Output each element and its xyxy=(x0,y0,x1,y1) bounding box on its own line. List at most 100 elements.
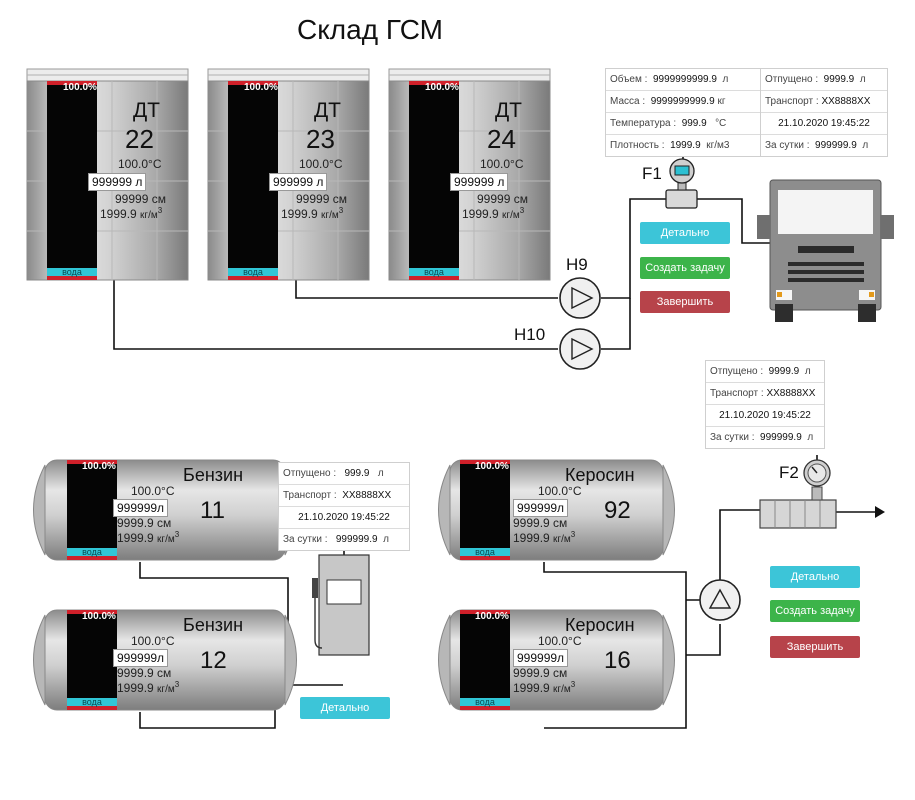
tank-22-water-label: вода xyxy=(62,267,82,277)
tank-22-density-exp: 3 xyxy=(157,206,163,215)
tank-11-volume-unit: л xyxy=(157,501,165,515)
tank-11-water-label: вода xyxy=(82,547,102,557)
f2-released-row: Отпущено : 9999.9 л xyxy=(706,361,824,383)
tank-22-product: ДТ xyxy=(132,99,160,122)
f2-released-label: Отпущено : xyxy=(710,366,764,377)
fuel-dispenser-icon xyxy=(312,554,370,656)
tank-12-volume-unit: л xyxy=(157,651,165,665)
f2-per-day-value: 999999.9 xyxy=(760,432,802,443)
tank-23-level: 99999 см xyxy=(296,192,347,206)
tank-16-density-value: 1999.9 xyxy=(513,681,550,695)
f1-detail-button[interactable]: Детально xyxy=(640,222,730,244)
f2-transport-value: XX8888XX xyxy=(766,388,816,399)
f1-released-row: Отпущено : 9999.9 л xyxy=(761,69,887,91)
dispenser-released-row: Отпущено : 999.9 л xyxy=(279,463,409,485)
tank-16-density-unit: кг/м xyxy=(553,684,571,695)
tank-92-volume-field: 999999л xyxy=(513,499,569,517)
pump-h10-label: H10 xyxy=(514,325,546,344)
f1-create-task-button[interactable]: Создать задачу xyxy=(640,257,730,279)
f1-temp-label: Температура : xyxy=(610,118,677,129)
tank-92-density-exp: 3 xyxy=(570,530,576,539)
f1-mass-value: 9999999999.9 xyxy=(650,96,715,107)
tank-23-density-exp: 3 xyxy=(338,206,344,215)
tank-11-fill-percent: 100.0% xyxy=(82,461,116,472)
tank-22-density: 1999.9 кг/м3 xyxy=(100,206,162,221)
f1-density-value: 1999.9 xyxy=(670,140,701,151)
dispenser-detail-button[interactable]: Детально xyxy=(300,697,390,719)
f1-density-unit: кг/м3 xyxy=(706,140,730,151)
f1-mass-row: Масса : 9999999999.9 кг xyxy=(606,91,761,113)
tank-24-volume-field: 999999 л xyxy=(450,173,509,191)
dispenser-panel: Отпущено : 999.9 л Транспорт : XX8888XX … xyxy=(278,462,410,551)
f2-finish-button[interactable]: Завершить xyxy=(770,636,860,658)
f1-volume-row: Объем : 9999999999.9 л xyxy=(606,69,761,91)
tank-24-level-unit: см xyxy=(513,192,528,206)
flowmeter-f2-label: F2 xyxy=(779,463,799,482)
tank-11-volume: 999999 xyxy=(117,501,158,515)
tank-11-product: Бензин xyxy=(183,465,244,485)
pump-h10-icon xyxy=(559,328,601,370)
tank-16-level-value: 9999.9 xyxy=(513,666,550,680)
tank-11-volume-field: 999999л xyxy=(113,499,169,517)
tank-24-level-value: 99999 xyxy=(477,192,511,206)
tank-92-water-label: вода xyxy=(475,547,495,557)
tank-24-density-exp: 3 xyxy=(519,206,525,215)
tank-22-volume-unit: л xyxy=(135,175,143,189)
f2-detail-button[interactable]: Детально xyxy=(770,566,860,588)
f1-transport-value: XX8888XX xyxy=(821,96,871,107)
tank-12-level-unit: см xyxy=(157,666,172,680)
tank-22-level-unit: см xyxy=(151,192,166,206)
dispenser-per-day-label: За сутки : xyxy=(283,534,328,545)
tank-22-number: 22 xyxy=(125,124,154,154)
f1-mass-label: Масса : xyxy=(610,96,646,107)
tank-12-level: 9999.9 см xyxy=(117,666,171,680)
tank-11-level-unit: см xyxy=(157,516,172,530)
flowmeter-f1-label: F1 xyxy=(642,164,662,183)
f1-transport-row: Транспорт : XX8888XX xyxy=(761,91,887,113)
tank-12-product: Бензин xyxy=(183,615,244,635)
page-title: Склад ГСМ xyxy=(297,14,443,45)
tank-12-temperature: 100.0°С xyxy=(131,634,175,648)
f1-released-label: Отпущено : xyxy=(765,74,819,85)
tank-24-density-unit: кг/м xyxy=(502,210,520,221)
tank-12-volume-field: 999999л xyxy=(113,649,169,667)
dispenser-transport-row: Транспорт : XX8888XX xyxy=(279,485,409,507)
f2-per-day-unit: л xyxy=(807,432,814,443)
f1-finish-button[interactable]: Завершить xyxy=(640,291,730,313)
f1-per-day-value: 999999.9 xyxy=(815,140,857,151)
tank-16-water-label: вода xyxy=(475,697,495,707)
tank-23-volume-field: 999999 л xyxy=(269,173,328,191)
tank-24-density: 1999.9 кг/м3 xyxy=(462,206,524,221)
f1-density-row: Плотность : 1999.9 кг/м3 xyxy=(606,135,761,156)
f1-volume-value: 9999999999.9 xyxy=(652,74,717,85)
tank-24-volume-unit: л xyxy=(497,175,505,189)
tank-11-density: 1999.9 кг/м3 xyxy=(117,530,179,545)
tank-22-volume: 999999 xyxy=(92,175,133,189)
tank-23-volume-unit: л xyxy=(316,175,324,189)
tank-12-level-value: 9999.9 xyxy=(117,666,154,680)
tank-23-fill-percent: 100.0% xyxy=(244,82,278,93)
tank-16-fill-percent: 100.0% xyxy=(475,611,509,622)
tank-23-temperature: 100.0°С xyxy=(299,157,343,171)
tank-23-density-value: 1999.9 xyxy=(281,207,318,221)
truck-icon xyxy=(757,179,894,322)
pump-bottom-icon xyxy=(699,579,741,621)
tank-24-fill-percent: 100.0% xyxy=(425,82,459,93)
tank-92-density-value: 1999.9 xyxy=(513,531,550,545)
tank-16-volume-field: 999999л xyxy=(513,649,569,667)
f1-per-day-row: За сутки : 999999.9 л xyxy=(761,135,887,156)
tank-23-water-label: вода xyxy=(243,267,263,277)
f1-temp-unit: °C xyxy=(715,118,727,129)
f1-released-value: 9999.9 xyxy=(823,74,855,85)
tank-92-density-unit: кг/м xyxy=(553,534,571,545)
f2-create-task-button[interactable]: Создать задачу xyxy=(770,600,860,622)
tank-12-fill-percent: 100.0% xyxy=(82,611,116,622)
tank-24-product: ДТ xyxy=(494,99,522,122)
f1-volume-unit: л xyxy=(722,74,729,85)
dispenser-released-label: Отпущено : xyxy=(283,468,337,479)
dispenser-released-value: 999.9 xyxy=(344,468,370,479)
tank-23-density: 1999.9 кг/м3 xyxy=(281,206,343,221)
tank-23-product: ДТ xyxy=(313,99,341,122)
f1-datetime: 21.10.2020 19:45:22 xyxy=(761,113,887,135)
f2-transport-row: Транспорт : XX8888XX xyxy=(706,383,824,405)
